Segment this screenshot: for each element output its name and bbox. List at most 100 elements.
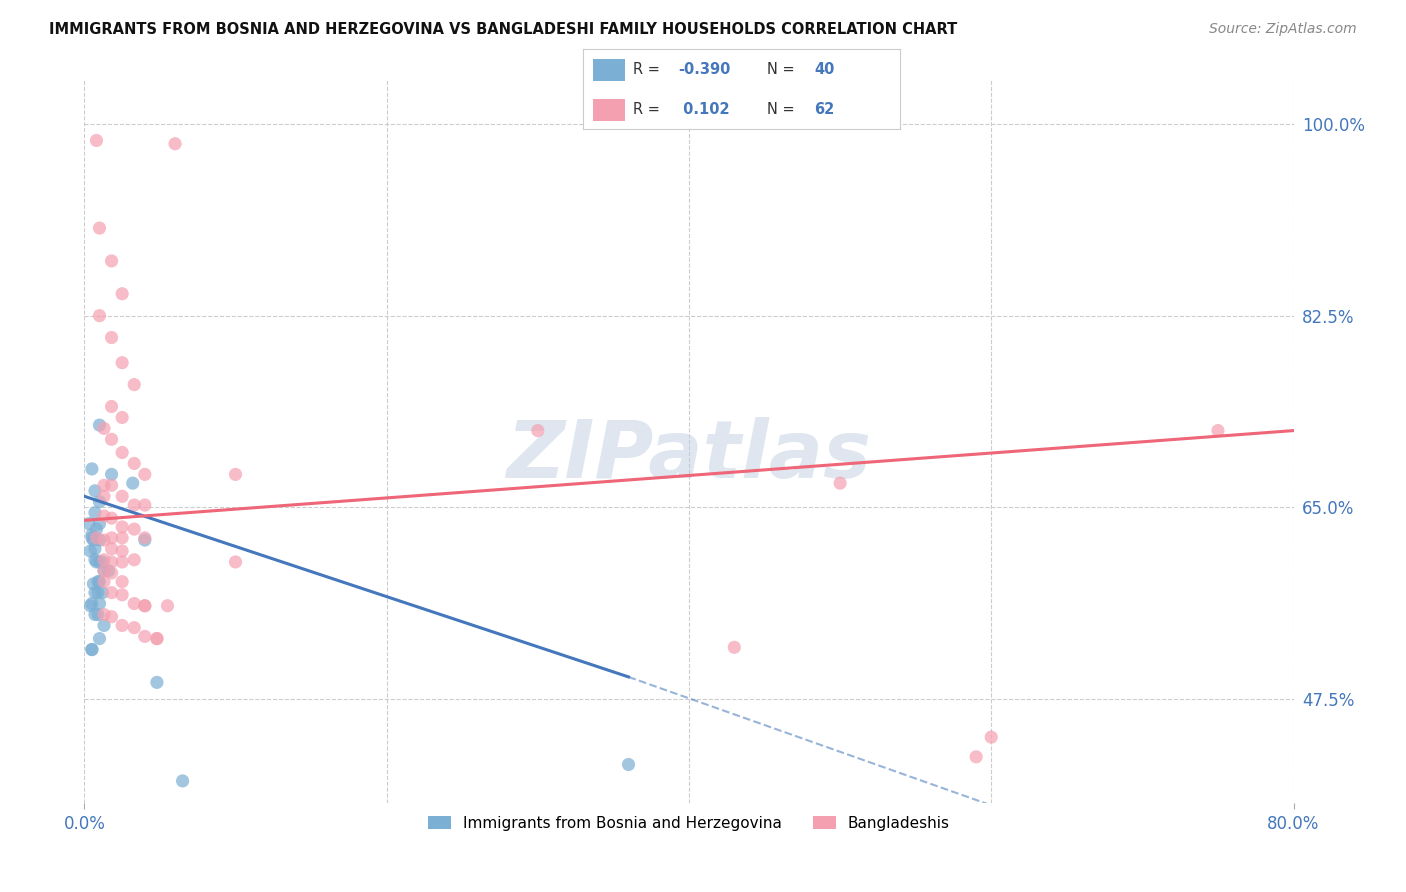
- Point: [111, 544, 134, 558]
- Point: [89, 516, 111, 531]
- Text: 0.102: 0.102: [678, 102, 730, 117]
- Point: [100, 253, 122, 268]
- Point: [84, 541, 107, 556]
- Point: [80, 642, 103, 657]
- Text: N =: N =: [768, 62, 794, 78]
- Point: [80, 642, 103, 657]
- Point: [84, 585, 107, 599]
- Point: [80, 527, 103, 541]
- Point: [82, 577, 104, 591]
- Point: [84, 553, 107, 567]
- Point: [122, 522, 145, 536]
- Point: [100, 330, 122, 344]
- Point: [111, 520, 134, 534]
- Point: [980, 730, 1002, 744]
- Point: [100, 555, 122, 569]
- Point: [93, 421, 115, 435]
- Point: [100, 541, 122, 556]
- Point: [134, 531, 156, 545]
- Point: [134, 599, 156, 613]
- Text: -0.390: -0.390: [678, 62, 731, 78]
- Point: [93, 564, 115, 578]
- Point: [89, 632, 111, 646]
- Point: [156, 599, 179, 613]
- Point: [122, 498, 145, 512]
- Point: [100, 566, 122, 580]
- Point: [93, 508, 115, 523]
- Point: [100, 433, 122, 447]
- Point: [134, 467, 156, 482]
- Point: [111, 410, 134, 425]
- Point: [111, 531, 134, 545]
- Point: [86, 522, 108, 536]
- Point: [122, 553, 145, 567]
- Point: [91, 555, 114, 569]
- Point: [93, 607, 115, 622]
- Point: [111, 286, 134, 301]
- Point: [89, 597, 111, 611]
- Point: [89, 494, 111, 508]
- Point: [84, 483, 107, 498]
- Point: [225, 467, 247, 482]
- Point: [527, 424, 550, 438]
- Point: [100, 467, 122, 482]
- Point: [86, 531, 108, 545]
- Point: [100, 400, 122, 414]
- Point: [111, 445, 134, 459]
- Point: [91, 585, 114, 599]
- Point: [122, 457, 145, 471]
- Point: [111, 574, 134, 589]
- Point: [79, 599, 101, 613]
- Point: [89, 555, 111, 569]
- Text: R =: R =: [633, 102, 659, 117]
- Point: [172, 773, 194, 788]
- Point: [134, 599, 156, 613]
- Text: ZIPatlas: ZIPatlas: [506, 417, 872, 495]
- Point: [89, 418, 111, 433]
- Point: [82, 533, 104, 547]
- Text: 62: 62: [814, 102, 835, 117]
- Point: [89, 221, 111, 235]
- Point: [93, 533, 115, 547]
- Point: [100, 585, 122, 599]
- Point: [93, 553, 115, 567]
- Text: 40: 40: [814, 62, 835, 78]
- Point: [86, 133, 108, 147]
- Point: [122, 377, 145, 392]
- Point: [84, 607, 107, 622]
- Point: [93, 489, 115, 503]
- Point: [146, 632, 169, 646]
- Point: [77, 516, 100, 531]
- Point: [80, 597, 103, 611]
- Point: [87, 585, 110, 599]
- Point: [93, 574, 115, 589]
- Point: [86, 555, 108, 569]
- Point: [146, 632, 169, 646]
- Legend: Immigrants from Bosnia and Herzegovina, Bangladeshis: Immigrants from Bosnia and Herzegovina, …: [420, 808, 957, 838]
- Point: [84, 506, 107, 520]
- Point: [80, 462, 103, 476]
- Point: [111, 356, 134, 370]
- Point: [93, 564, 115, 578]
- Point: [97, 564, 120, 578]
- Point: [100, 609, 122, 624]
- Point: [93, 478, 115, 492]
- Point: [87, 607, 110, 622]
- Point: [111, 588, 134, 602]
- Point: [225, 555, 247, 569]
- Point: [100, 531, 122, 545]
- Point: [965, 749, 987, 764]
- Text: R =: R =: [633, 62, 659, 78]
- Point: [87, 574, 110, 589]
- Point: [723, 640, 745, 655]
- Bar: [593, 99, 624, 121]
- Point: [89, 533, 111, 547]
- Point: [165, 136, 187, 151]
- Point: [100, 511, 122, 525]
- Point: [122, 597, 145, 611]
- Point: [146, 675, 169, 690]
- Point: [111, 489, 134, 503]
- Point: [111, 555, 134, 569]
- Point: [122, 621, 145, 635]
- Bar: [593, 59, 624, 81]
